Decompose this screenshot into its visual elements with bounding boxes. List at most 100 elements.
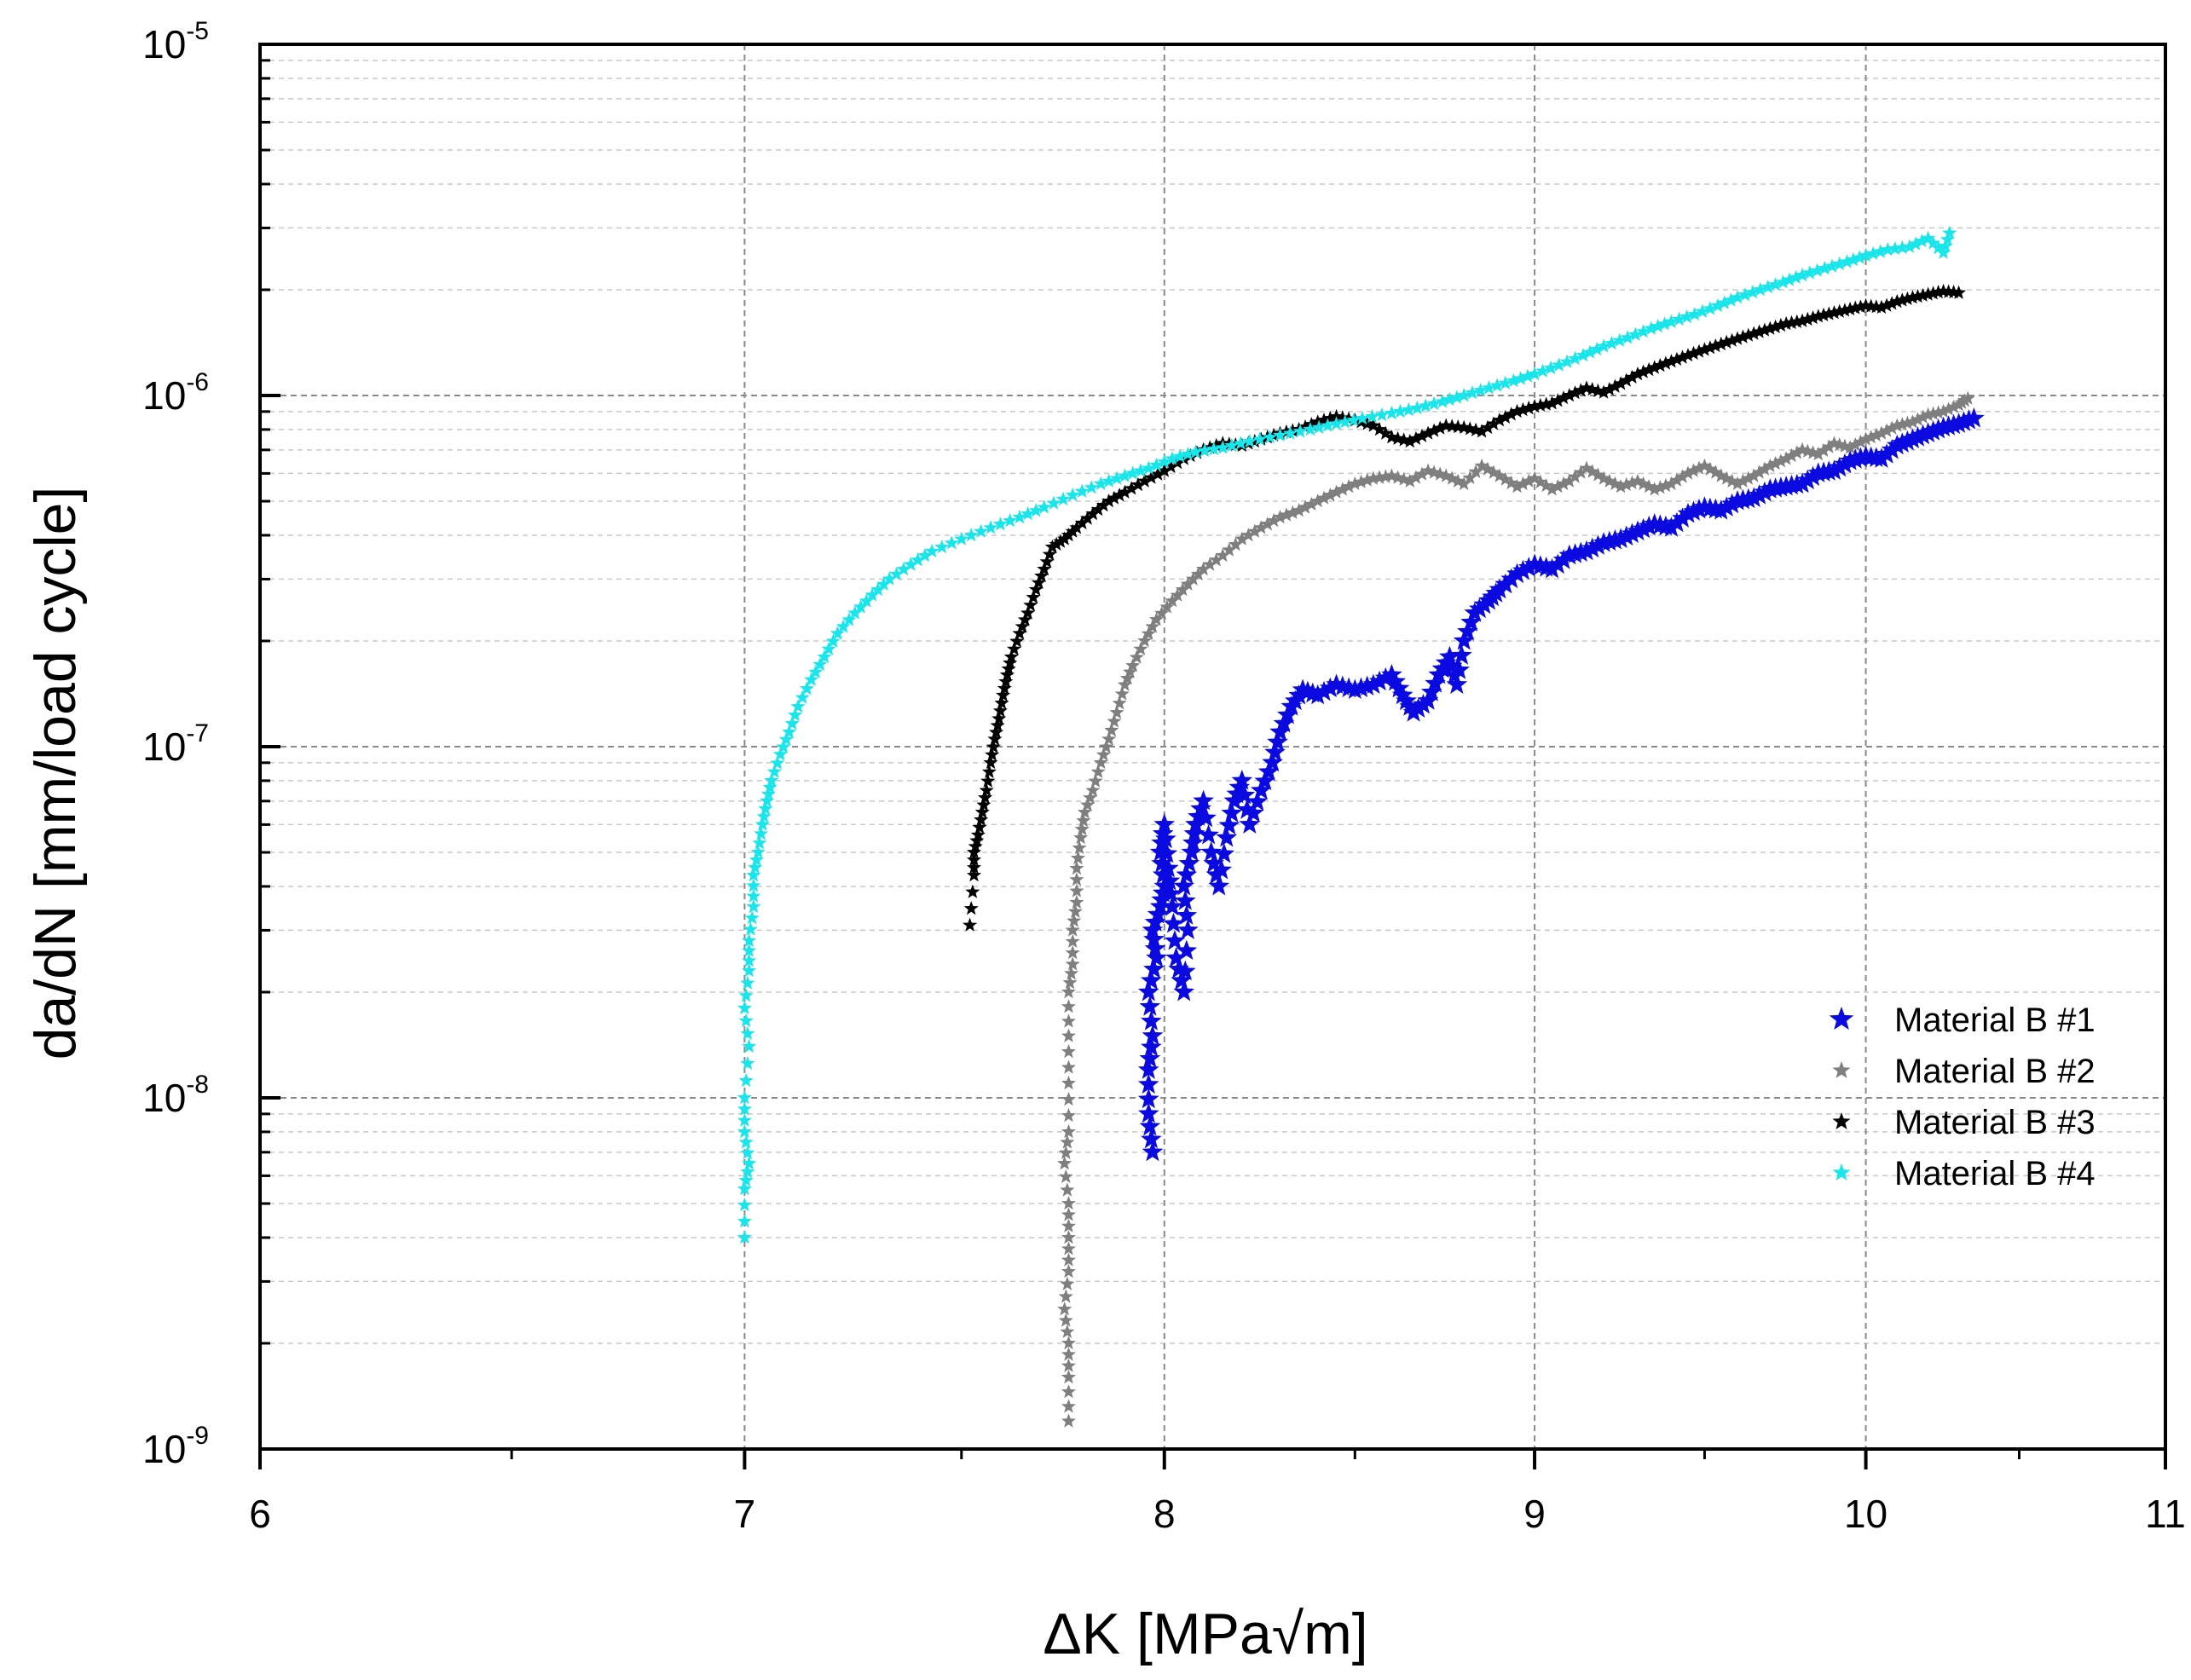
data-point [1607, 378, 1622, 393]
data-point [1061, 999, 1076, 1013]
data-point [737, 1198, 752, 1212]
data-point [1374, 667, 1396, 688]
y-tick-label-base: 10 [142, 1076, 186, 1120]
data-point [742, 1156, 757, 1170]
data-point [1911, 288, 1926, 303]
data-point [1546, 553, 1569, 574]
data-point [1853, 299, 1868, 314]
data-point [1714, 468, 1729, 482]
data-point [1884, 296, 1899, 310]
data-point [1069, 520, 1084, 534]
data-point [1080, 511, 1096, 525]
data-point [1303, 421, 1318, 436]
data-point [1157, 463, 1172, 477]
data-point [742, 953, 757, 967]
data-point [1224, 437, 1240, 453]
data-point [1582, 344, 1598, 359]
data-point [876, 576, 892, 591]
data-point [1873, 244, 1888, 258]
data-point [1521, 473, 1536, 488]
data-point [1527, 367, 1542, 381]
data-point [1396, 471, 1412, 486]
data-point [1717, 295, 1732, 309]
data-point [1144, 911, 1166, 932]
data-point [740, 1164, 755, 1179]
data-point [1778, 451, 1794, 465]
data-point [1661, 517, 1682, 537]
data-point [1198, 824, 1219, 845]
data-point [1250, 779, 1272, 800]
data-point [1450, 473, 1465, 488]
data-point [1795, 267, 1810, 282]
data-point [1285, 505, 1300, 519]
data-point [1691, 460, 1707, 475]
data-point [1402, 433, 1418, 448]
data-point [1556, 390, 1571, 405]
data-point [1426, 465, 1442, 479]
data-point [1504, 407, 1519, 421]
data-point [1773, 453, 1789, 468]
data-point [1480, 461, 1495, 476]
data-point [1622, 522, 1643, 543]
data-point [1636, 324, 1651, 338]
data-point [1065, 933, 1080, 948]
data-point [1163, 912, 1184, 933]
data-point [795, 690, 810, 704]
data-point [1042, 546, 1057, 561]
data-point [1061, 1369, 1076, 1384]
data-point [1065, 956, 1080, 971]
data-point [1057, 1302, 1072, 1316]
data-point [1683, 500, 1704, 521]
data-point [1641, 479, 1656, 494]
data-point [1791, 472, 1813, 494]
data-point [1691, 344, 1707, 358]
data-point [1641, 361, 1656, 377]
data-point [979, 782, 994, 797]
data-point [1153, 875, 1176, 896]
data-point [1674, 349, 1690, 364]
data-point [1064, 966, 1079, 980]
data-point [737, 1123, 752, 1139]
data-point [1737, 287, 1753, 302]
data-point [1492, 468, 1507, 482]
data-point [1426, 395, 1442, 411]
x-tick-label: 7 [734, 1492, 756, 1536]
data-point [1842, 301, 1858, 316]
series-2 [1057, 390, 1975, 1428]
data-point [1069, 872, 1084, 886]
data-point [1894, 240, 1910, 254]
data-point [1859, 248, 1874, 263]
data-point [1757, 322, 1772, 337]
data-point [1619, 476, 1634, 492]
data-point [1544, 482, 1560, 496]
data-point [1109, 471, 1124, 485]
x-tick-label: 10 [1844, 1492, 1887, 1536]
data-point [754, 826, 769, 840]
data-point [1372, 422, 1387, 436]
data-point [1894, 417, 1910, 431]
data-point [1208, 875, 1230, 896]
data-point [1710, 297, 1726, 313]
data-point [1141, 626, 1156, 640]
data-point [1902, 239, 1917, 253]
data-point [1703, 340, 1718, 355]
data-point [986, 739, 1001, 753]
data-point [1061, 1107, 1076, 1123]
data-point [1636, 476, 1651, 491]
data-point [1515, 476, 1530, 491]
data-point [1203, 852, 1225, 873]
data-point [1137, 1102, 1159, 1123]
data-point [1746, 326, 1761, 340]
data-point [1061, 1347, 1076, 1361]
data-point [1125, 658, 1141, 673]
data-point [1188, 444, 1203, 459]
x-tick-label: 9 [1523, 1492, 1546, 1536]
data-point [1279, 507, 1294, 522]
data-point [1316, 490, 1332, 505]
data-point [999, 667, 1015, 682]
data-point [1444, 471, 1460, 485]
data-point [1619, 372, 1634, 387]
data-point [1834, 453, 1856, 474]
data-point [1211, 859, 1233, 880]
data-point [1931, 405, 1946, 419]
